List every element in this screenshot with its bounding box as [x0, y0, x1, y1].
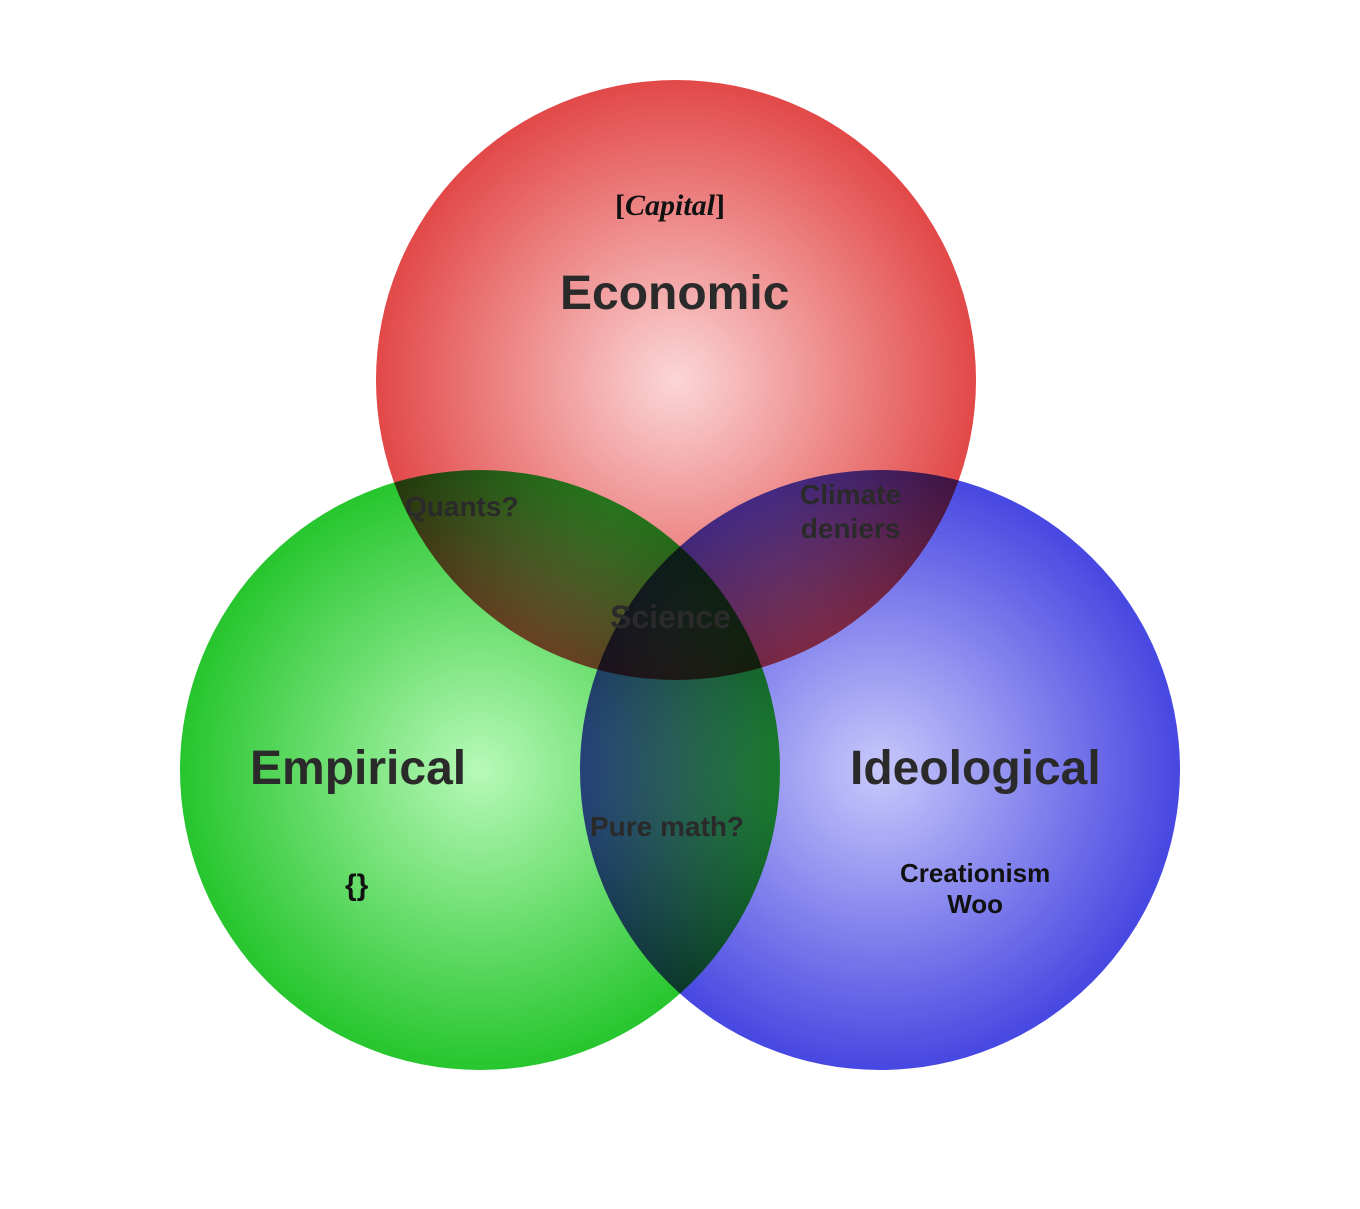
sublabel-empty-set: {} — [345, 868, 368, 904]
label-ideological: Ideological — [850, 740, 1101, 798]
venn-diagram: Economic Empirical Ideological [Capital]… — [0, 0, 1360, 1209]
intersection-pure-math: Pure math? — [590, 810, 744, 844]
sublabel-capital: [Capital] — [615, 152, 725, 224]
intersection-climate-deniers: Climate deniers — [800, 478, 901, 545]
label-economic: Economic — [560, 265, 789, 323]
intersection-quants: Quants? — [405, 490, 519, 524]
sublabel-creationism: Creationism Woo — [900, 858, 1050, 920]
intersection-science: Science — [610, 598, 731, 636]
label-empirical: Empirical — [250, 740, 466, 798]
